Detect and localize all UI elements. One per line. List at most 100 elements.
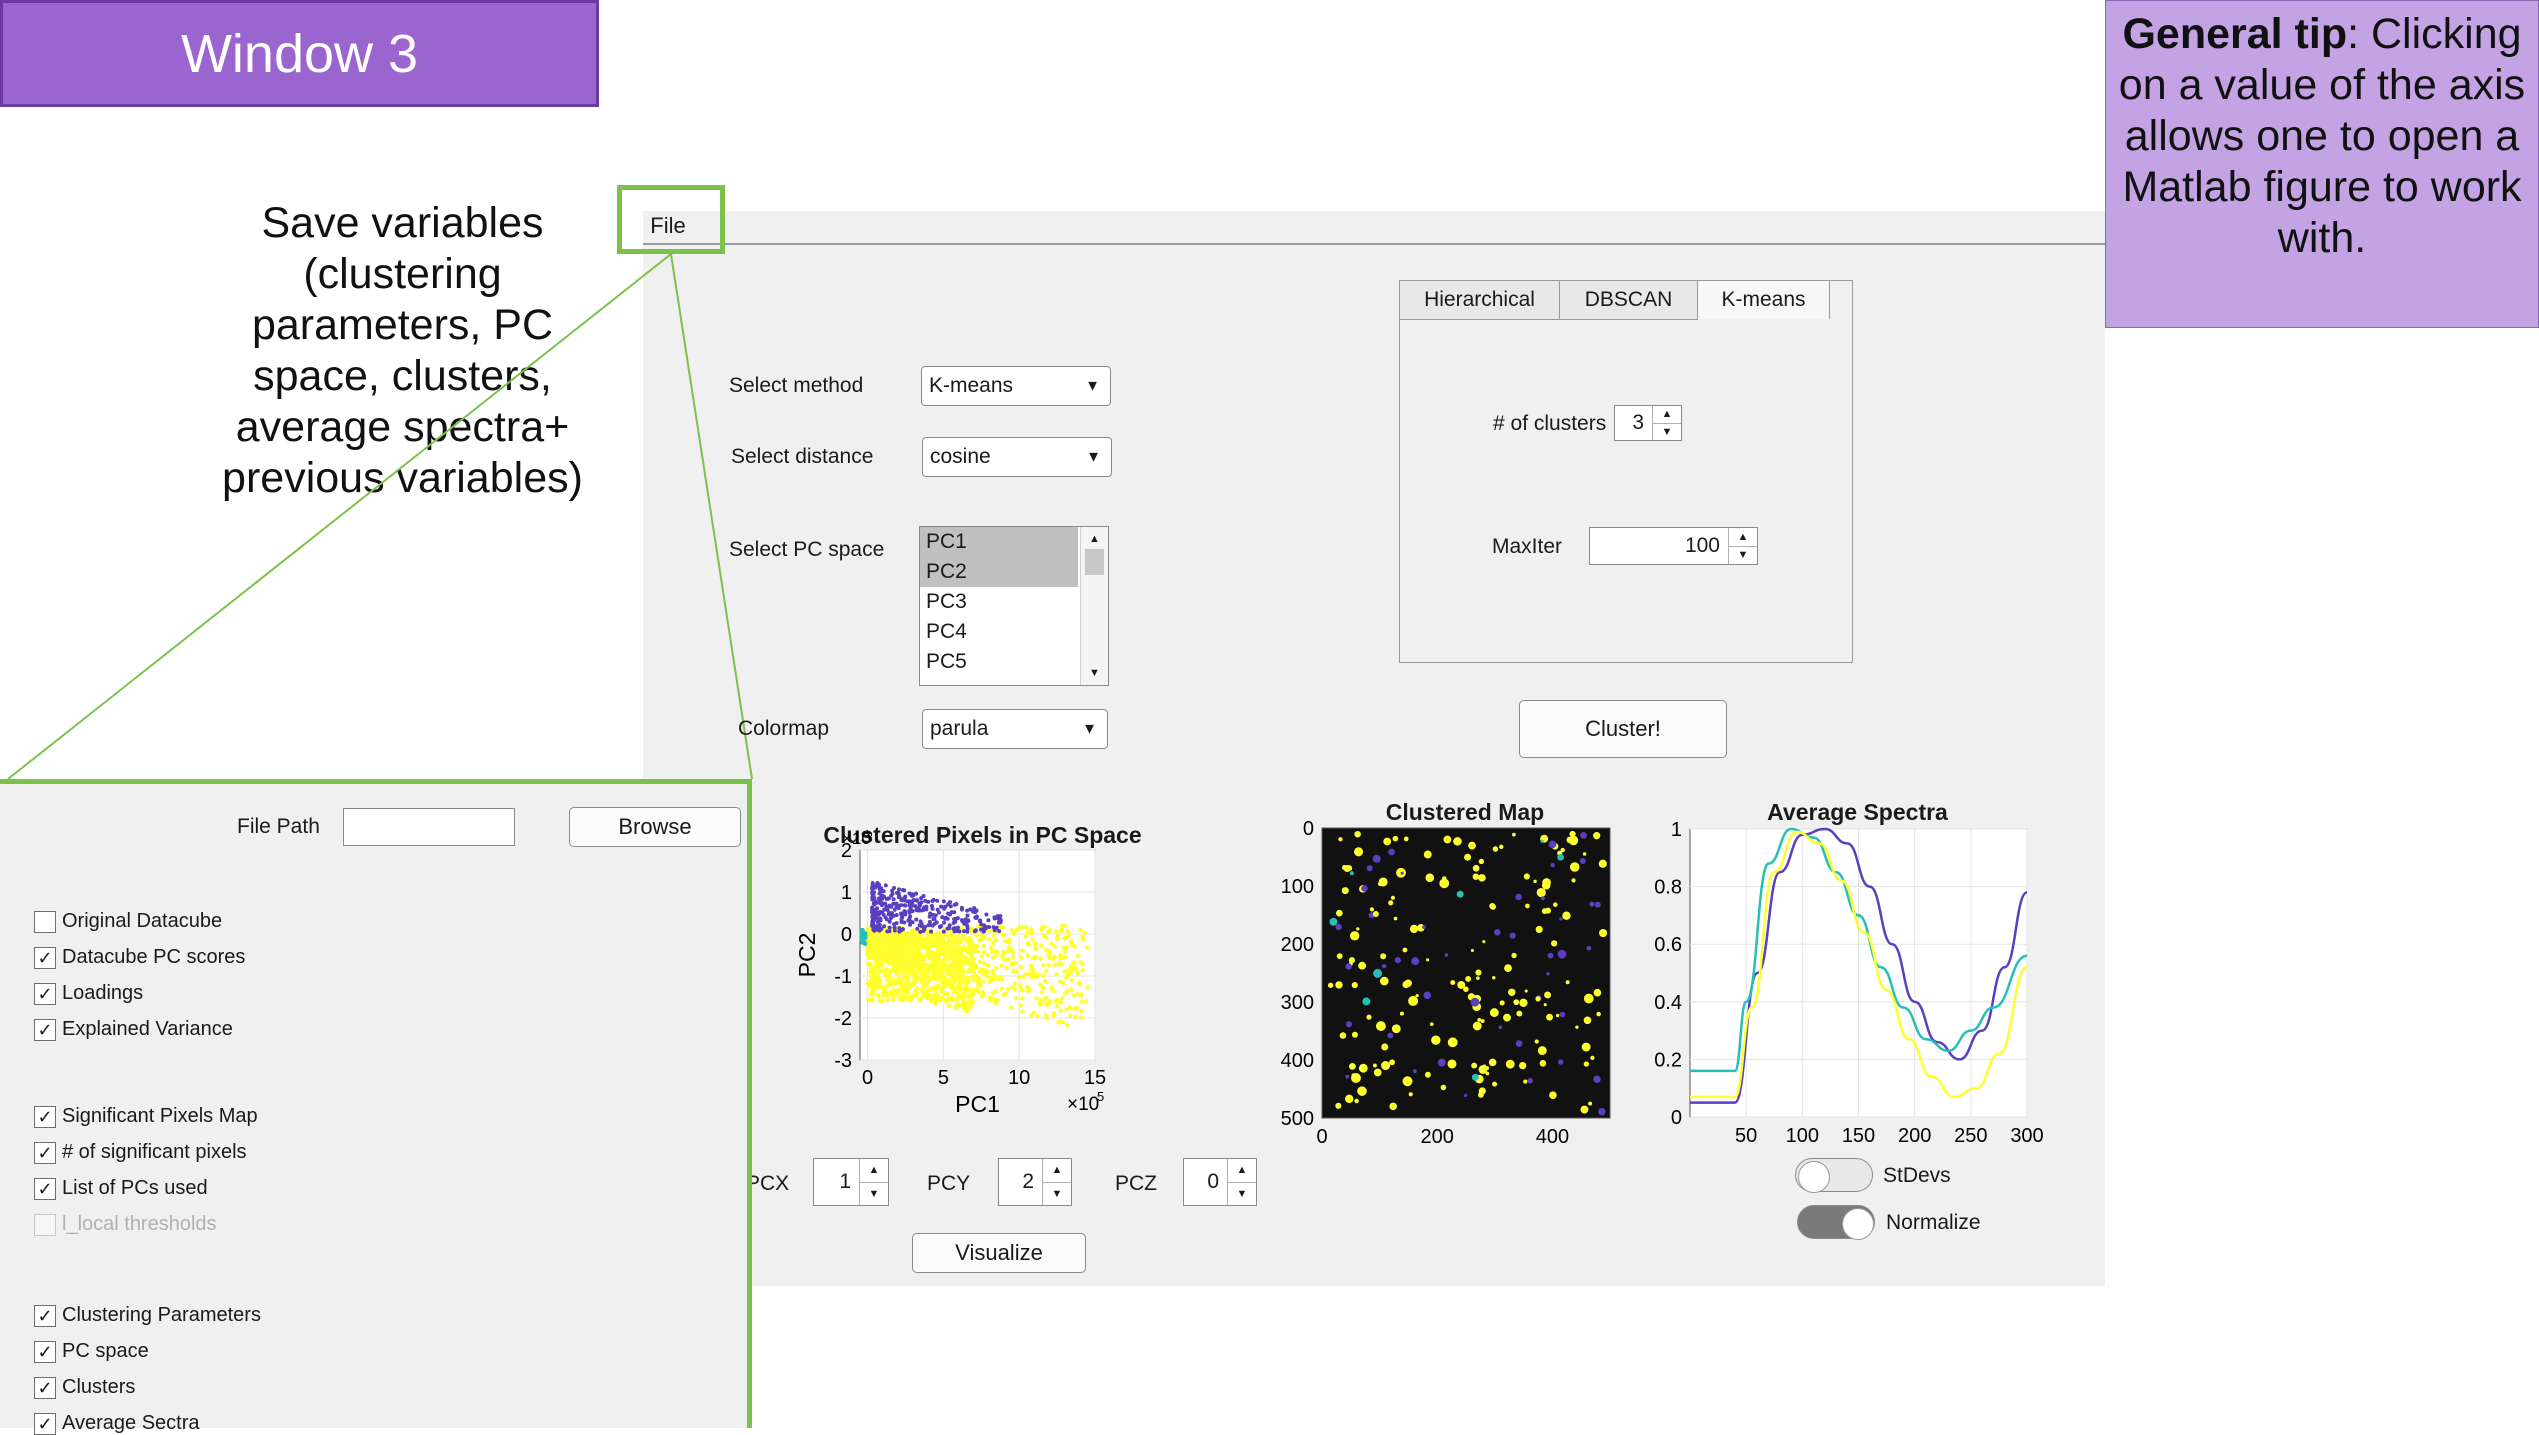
scroll-thumb[interactable] (1085, 549, 1104, 575)
scatter-point-cluster-1 (929, 903, 934, 908)
file-menu[interactable]: File (650, 213, 686, 238)
pc-list-item[interactable]: PC2 (920, 557, 1078, 587)
scatter-point-cluster-2 (1035, 1014, 1040, 1019)
scatter-point-cluster-2 (968, 962, 974, 968)
distance-dropdown[interactable]: cosine ▼ (922, 437, 1112, 477)
save-checkbox-row[interactable]: Original Datacube (34, 910, 222, 933)
scatter-point-cluster-2 (1078, 1015, 1084, 1020)
map-cluster-blob (1399, 1011, 1404, 1016)
scroll-up-icon[interactable]: ▲ (1089, 533, 1100, 545)
clustered-map[interactable]: 0 200 400 0 100 200 300 400 500 (1270, 815, 1620, 1150)
tab-hierarchical[interactable]: Hierarchical (1400, 281, 1560, 320)
file-path-input[interactable] (343, 808, 515, 846)
pcz-stepper[interactable]: 0 ▲ ▼ (1183, 1158, 1257, 1206)
pc-space-listbox[interactable]: PC1 PC2 PC3 PC4 PC5 ▲ ▼ (919, 526, 1109, 686)
pc-list-item[interactable]: PC1 (920, 527, 1078, 557)
spectra-title: Average Spectra (1767, 799, 1948, 825)
scatter-point-cluster-2 (993, 937, 999, 943)
scatter-point-cluster-1 (878, 918, 883, 923)
stdevs-toggle[interactable] (1795, 1158, 1873, 1193)
scatter-point-cluster-2 (920, 965, 925, 971)
scroll-down-icon[interactable]: ▼ (1089, 667, 1100, 679)
pc-list-item[interactable]: PC5 (926, 650, 967, 673)
scatter-point-cluster-2 (881, 954, 887, 960)
scatter-point-cluster-1 (939, 923, 944, 928)
scatter-point-cluster-2 (991, 996, 996, 1002)
stepper-down-icon[interactable]: ▼ (860, 1181, 888, 1206)
checkbox-checked-icon[interactable]: ✓ (34, 1177, 56, 1200)
checkbox-checked-icon[interactable]: ✓ (34, 1141, 56, 1164)
checkbox-checked-icon[interactable]: ✓ (34, 1376, 56, 1399)
colormap-dropdown[interactable]: parula ▼ (922, 709, 1108, 749)
normalize-toggle[interactable] (1797, 1205, 1875, 1240)
average-spectra-plot[interactable]: 50 100 150 200 250 300 1 0.8 0.6 0.4 0.2 0 (1640, 815, 2050, 1150)
cluster-button[interactable]: Cluster! (1519, 700, 1727, 758)
save-checkbox-row[interactable]: ✓ Clustering Parameters (34, 1304, 261, 1327)
tip-heading: General tip (2122, 10, 2348, 58)
map-cluster-blob (1482, 940, 1486, 944)
save-checkbox-row[interactable]: ✓ Explained Variance (34, 1018, 233, 1041)
save-checkbox-row[interactable]: ✓ Datacube PC scores (34, 946, 245, 969)
save-checkbox-row[interactable]: ✓ PC space (34, 1340, 149, 1363)
checkbox-checked-icon[interactable]: ✓ (34, 1412, 56, 1435)
stepper-down-icon[interactable]: ▼ (1043, 1181, 1071, 1206)
map-cluster-blob (1341, 887, 1349, 895)
stepper-up-icon[interactable]: ▲ (1236, 1164, 1248, 1177)
checkbox-checked-icon[interactable]: ✓ (34, 1105, 56, 1128)
checkbox-checked-icon[interactable]: ✓ (34, 982, 56, 1005)
tab-k-means[interactable]: K-means (1698, 281, 1830, 319)
stepper-up-icon[interactable]: ▲ (868, 1164, 880, 1177)
stepper-up-icon[interactable]: ▲ (1737, 530, 1749, 543)
checkbox-checked-icon[interactable]: ✓ (34, 1018, 56, 1041)
pcy-stepper[interactable]: 2 ▲ ▼ (998, 1158, 1072, 1206)
visualize-button[interactable]: Visualize (912, 1233, 1086, 1273)
scatter-point-cluster-1 (941, 929, 946, 934)
tab-dbscan[interactable]: DBSCAN (1560, 281, 1698, 320)
browse-button[interactable]: Browse (569, 807, 741, 847)
save-checkbox-row[interactable]: ✓ List of PCs used (34, 1177, 208, 1200)
scatter-point-cluster-2 (953, 1005, 959, 1011)
scatter-point-cluster-1 (897, 887, 902, 892)
scatter-point-cluster-1 (947, 923, 952, 928)
scatter-point-cluster-2 (892, 988, 898, 994)
num-clusters-stepper[interactable]: 3 ▲ ▼ (1614, 405, 1682, 441)
scatter-point-cluster-2 (891, 966, 896, 972)
scatter-point-cluster-2 (968, 1002, 974, 1008)
scatter-y-tick-label: -2 (834, 1008, 852, 1030)
save-checkbox-row[interactable]: ✓ Average Sectra (34, 1412, 200, 1435)
checkbox-checked-icon[interactable]: ✓ (34, 1340, 56, 1363)
scatter-point-cluster-2 (879, 998, 885, 1004)
map-cluster-blob (1338, 837, 1343, 842)
scatter-point-cluster-1 (926, 899, 931, 904)
save-checkbox-row[interactable]: ✓ Significant Pixels Map (34, 1105, 258, 1128)
map-cluster-blob (1580, 1105, 1589, 1114)
checkbox-checked-icon[interactable]: ✓ (34, 946, 56, 969)
pc-list-item[interactable]: PC4 (926, 620, 967, 643)
listbox-scrollbar[interactable]: ▲ ▼ (1080, 527, 1108, 685)
pcx-stepper[interactable]: 1 ▲ ▼ (813, 1158, 889, 1206)
scatter-point-cluster-2 (1028, 963, 1034, 968)
save-checkbox-row[interactable]: ✓ Loadings (34, 982, 143, 1005)
scatter-point-cluster-1 (872, 918, 877, 923)
pc-list-item[interactable]: PC3 (926, 590, 967, 613)
scatter-point-cluster-2 (990, 955, 996, 960)
method-value: K-means (929, 374, 1014, 397)
stepper-down-icon[interactable]: ▼ (1653, 422, 1681, 441)
scatter-point-cluster-2 (1069, 942, 1074, 948)
scatter-point-cluster-3 (860, 940, 865, 945)
spectra-y-tick-label: 0.4 (1654, 992, 1682, 1014)
stepper-down-icon[interactable]: ▼ (1729, 545, 1757, 565)
stepper-up-icon[interactable]: ▲ (1051, 1164, 1063, 1177)
stepper-down-icon[interactable]: ▼ (1228, 1181, 1256, 1206)
stepper-up-icon[interactable]: ▲ (1661, 408, 1673, 421)
save-checkbox-row[interactable]: ✓ # of significant pixels (34, 1141, 247, 1164)
method-dropdown[interactable]: K-means ▼ (921, 366, 1111, 406)
scatter-point-cluster-2 (1047, 928, 1053, 933)
checkbox-label: Explained Variance (62, 1018, 233, 1040)
scatter-point-cluster-2 (1069, 977, 1075, 983)
checkbox-checked-icon[interactable]: ✓ (34, 1304, 56, 1327)
save-checkbox-row[interactable]: ✓ Clusters (34, 1376, 135, 1399)
maxiter-stepper[interactable]: 100 ▲ ▼ (1589, 527, 1758, 565)
checkbox-unchecked-icon[interactable] (34, 910, 56, 933)
